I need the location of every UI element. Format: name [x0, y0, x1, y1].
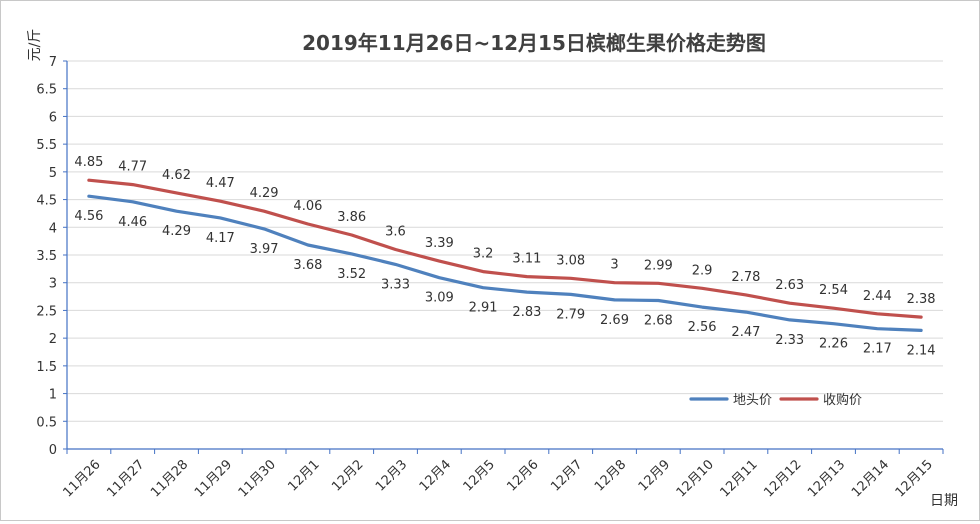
data-label: 4.46 [118, 215, 147, 230]
series-line-2 [87, 178, 923, 319]
data-label: 2.44 [863, 289, 892, 304]
x-tick-label: 12月3 [373, 457, 410, 494]
y-tick-label: 3.5 [36, 249, 57, 264]
data-label: 4.29 [162, 224, 191, 239]
data-label: 4.47 [206, 176, 235, 191]
x-tick-label: 12月11 [718, 457, 761, 500]
x-tick-label: 12月14 [849, 457, 892, 500]
data-label: 2.83 [512, 305, 541, 320]
y-tick-label: 0 [49, 443, 57, 458]
data-label: 2.14 [907, 343, 936, 358]
data-label: 2.9 [692, 263, 713, 278]
data-label: 3.97 [250, 242, 279, 257]
data-label: 2.79 [556, 307, 585, 322]
y-tick-label: 6 [49, 110, 57, 125]
data-labels: 4.56 4.46 4.29 4.17 3.97 3.68 3.52 3.33 3.09 2.91… [74, 155, 935, 358]
x-tick-label: 12月10 [674, 457, 717, 500]
y-tick-label: 4 [49, 221, 57, 236]
x-tick-label: 12月5 [461, 457, 498, 494]
data-label: 4.56 [74, 209, 103, 224]
y-tick-labels: 0 0.5 1 1.5 2 2.5 3 3.5 4 4.5 5 5.5 6 6.5 7 [36, 55, 57, 458]
series-lines [87, 178, 923, 332]
data-label: 2.99 [644, 258, 673, 273]
x-tick-label: 12月9 [636, 457, 673, 494]
y-tick-label: 5.5 [36, 138, 57, 153]
x-tick-labels: 11月26 11月27 11月28 11月29 11月30 12月1 12月2 12月3 12月… [61, 457, 936, 500]
y-tick-label: 2.5 [36, 304, 57, 319]
data-label: 2.56 [688, 320, 717, 335]
data-label: 3.08 [556, 253, 585, 268]
data-label: 4.17 [206, 231, 235, 246]
y-tick-label: 2 [49, 332, 57, 347]
chart-title: 2019年11月26日~12月15日槟榔生果价格走势图 [302, 31, 766, 55]
data-label: 4.85 [74, 155, 103, 170]
data-label: 2.47 [731, 325, 760, 340]
y-tick-label: 6.5 [36, 83, 57, 98]
data-label: 2.17 [863, 342, 892, 357]
data-label: 2.26 [819, 337, 848, 352]
x-tick-label: 12月13 [805, 457, 848, 500]
data-label: 4.29 [250, 186, 279, 201]
x-tick-label: 11月28 [148, 457, 191, 500]
data-label: 3.52 [337, 267, 366, 282]
legend: 地头价 收购价 [689, 392, 862, 408]
x-axis-title: 日期 [930, 493, 958, 509]
data-label: 2.91 [469, 301, 498, 316]
x-tick-label: 11月26 [61, 457, 104, 500]
x-tick-label: 12月1 [285, 457, 322, 494]
data-label: 2.33 [775, 333, 804, 348]
y-tick-label: 0.5 [36, 415, 57, 430]
x-tick-label: 12月8 [592, 457, 629, 494]
x-tick-label: 12月6 [504, 457, 541, 494]
legend-label: 收购价 [823, 392, 862, 408]
data-label: 2.68 [644, 313, 673, 328]
y-tick-label: 7 [49, 55, 57, 70]
data-label: 3.09 [425, 291, 454, 306]
data-label: 3.6 [385, 224, 406, 239]
data-label: 2.63 [775, 278, 804, 293]
data-label: 2.69 [600, 313, 629, 328]
x-tick-label: 11月29 [192, 457, 235, 500]
x-tick-label: 12月7 [548, 457, 585, 494]
data-label: 2.78 [731, 270, 760, 285]
data-label: 2.54 [819, 283, 848, 298]
y-axis-title: 元/斤 [27, 29, 43, 62]
gridlines [67, 60, 943, 422]
x-tick-label: 11月27 [104, 457, 147, 500]
data-label: 4.77 [118, 160, 147, 175]
data-label: 3.11 [512, 252, 541, 267]
y-tick-label: 1.5 [36, 360, 57, 375]
x-tick-label: 12月2 [329, 457, 366, 494]
data-label: 2.38 [907, 292, 936, 307]
data-label: 3.39 [425, 236, 454, 251]
y-tick-label: 3 [49, 277, 57, 292]
data-label: 3 [610, 258, 618, 273]
legend-label: 地头价 [733, 393, 772, 408]
data-label: 4.06 [293, 199, 322, 214]
y-tick-label: 1 [49, 388, 57, 403]
axes [63, 60, 944, 454]
x-tick-label: 11月30 [236, 457, 279, 500]
data-label: 3.33 [381, 277, 410, 292]
x-tick-label: 12月12 [761, 457, 804, 500]
series-line-1 [87, 194, 923, 332]
data-label: 3.68 [293, 258, 322, 273]
y-tick-label: 4.5 [36, 194, 57, 209]
data-label: 4.62 [162, 168, 191, 183]
data-label: 3.86 [337, 210, 366, 225]
data-label: 3.2 [473, 247, 494, 262]
x-tick-label: 12月4 [417, 457, 454, 494]
y-tick-label: 5 [49, 166, 57, 181]
